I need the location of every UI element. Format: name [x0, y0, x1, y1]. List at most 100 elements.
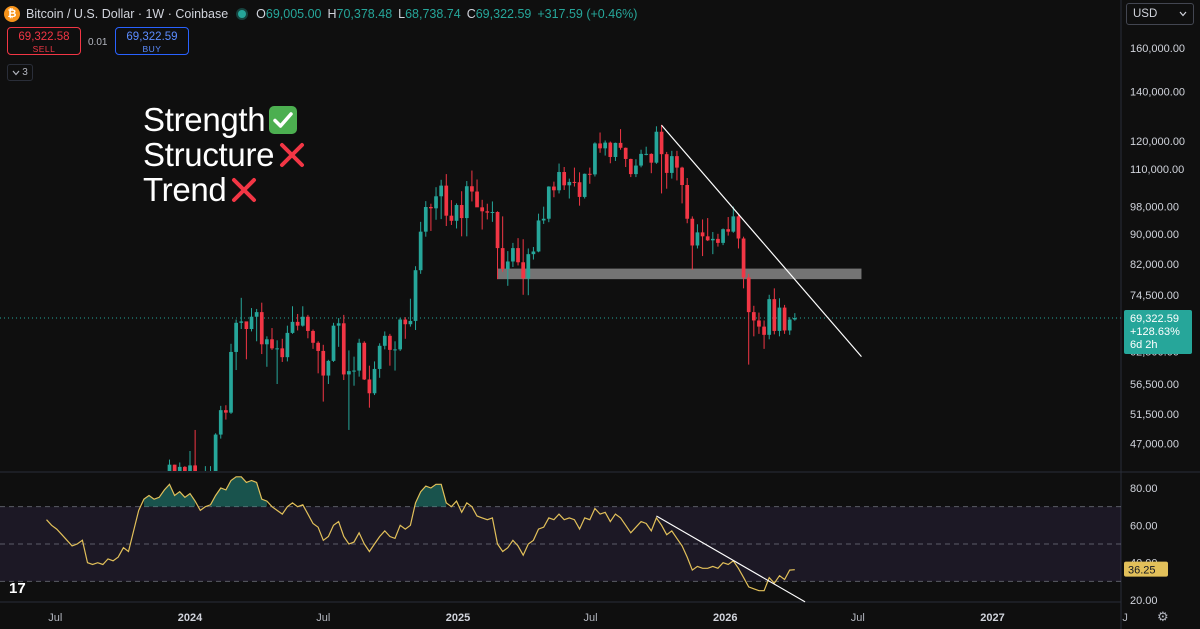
candle-body — [552, 186, 556, 191]
candle-body — [762, 326, 766, 335]
candle-body — [721, 229, 725, 243]
candle-body — [659, 131, 664, 155]
candle-body — [213, 434, 218, 471]
candle-body — [649, 153, 654, 163]
candle-body — [183, 466, 187, 471]
cross-icon — [280, 143, 305, 167]
candle-body — [259, 312, 264, 345]
close-label: C — [466, 7, 476, 21]
price-axis-tick: 160,000.00 — [1130, 43, 1185, 55]
last-price-badge — [1124, 310, 1192, 355]
candle-body — [710, 238, 715, 241]
time-axis-label: Jul — [48, 612, 62, 624]
candle-body — [275, 348, 279, 350]
close-value: 69,322.59 — [475, 7, 532, 21]
candle-body — [270, 339, 274, 349]
candle-body — [495, 211, 500, 249]
candle-body — [567, 181, 572, 186]
price-axis-tick: 74,500.00 — [1130, 290, 1179, 302]
candle-body — [423, 206, 428, 232]
indicator-count: 3 — [22, 67, 28, 78]
candle-body — [613, 142, 618, 157]
candle-body — [516, 248, 520, 263]
price-axis-tick: 56,500.00 — [1130, 379, 1179, 391]
time-axis-label: Jul — [316, 612, 330, 624]
currency-select[interactable]: USD — [1126, 3, 1194, 25]
high-label: H — [327, 7, 337, 21]
candle-body — [757, 320, 761, 327]
sell-button[interactable]: 69,322.58 SELL — [7, 27, 81, 55]
price-trendline — [661, 124, 862, 358]
candle-body — [475, 191, 479, 208]
candle-body — [546, 186, 551, 219]
price-axis-tick: 47,000.00 — [1130, 438, 1179, 450]
rsi-overbought-fill — [415, 484, 447, 507]
rsi-axis-tick: 20.00 — [1130, 595, 1158, 607]
rsi-line — [46, 476, 795, 592]
candle-body — [603, 142, 608, 149]
symbol-title[interactable]: Bitcoin / U.S. Dollar · 1W · Coinbase — [26, 7, 229, 21]
candle-body — [413, 270, 418, 321]
buy-button[interactable]: 69,322.59 BUY — [115, 27, 189, 55]
candle-body — [336, 323, 341, 326]
candle-body — [234, 322, 238, 352]
candle-body — [177, 466, 182, 471]
price-axis-tick: 120,000.00 — [1130, 136, 1185, 148]
cross-icon — [232, 178, 257, 202]
candle-body — [675, 156, 679, 168]
candle-body — [393, 349, 397, 351]
rsi-overbought-fill — [210, 476, 267, 507]
candle-body — [470, 186, 474, 192]
candle-body — [777, 307, 782, 331]
annotation-strength-text: Strength — [143, 101, 266, 138]
candle-body — [265, 339, 269, 345]
candle-body — [490, 211, 495, 213]
candle-body — [311, 330, 315, 343]
gear-icon[interactable]: ⚙ — [1157, 609, 1169, 624]
candle-body — [521, 262, 526, 279]
candle-body — [485, 211, 490, 213]
candle-body — [531, 251, 536, 255]
candle-body — [536, 220, 541, 252]
annotation-trend-text: Trend — [143, 171, 227, 208]
candle-body — [562, 172, 567, 186]
candle-body — [577, 182, 582, 197]
sell-label: SELL — [32, 44, 56, 54]
time-axis-label: Jul — [584, 612, 598, 624]
rsi-axis-tick: 60.00 — [1130, 520, 1158, 532]
candle-body — [598, 143, 602, 149]
annotation-structure: Structure — [143, 137, 307, 173]
price-axis-tick: 110,000.00 — [1130, 164, 1184, 176]
annotation-structure-text: Structure — [143, 136, 275, 173]
candle-body — [167, 464, 172, 471]
rsi-value-badge — [1124, 561, 1168, 577]
candle-body — [582, 173, 587, 197]
price-axis-tick: 51,500.00 — [1130, 409, 1179, 421]
candle-body — [716, 238, 720, 243]
candle-body — [418, 231, 423, 271]
candle-body — [480, 207, 485, 212]
last-price-countdown: 6d 2h — [1130, 339, 1158, 351]
candle-body — [526, 254, 531, 279]
candle-body — [541, 218, 546, 221]
time-axis-label: 2024 — [178, 612, 203, 624]
candle-body — [439, 185, 444, 197]
candle-body — [193, 465, 197, 471]
candle-body — [326, 360, 331, 376]
high-value: 70,378.48 — [336, 7, 393, 21]
last-price-change: +128.63% — [1130, 326, 1180, 338]
check-icon — [269, 106, 298, 134]
indicators-toggle-button[interactable]: 3 — [7, 64, 33, 81]
candle-body — [639, 153, 643, 166]
candle-body — [218, 410, 223, 435]
candle-body — [408, 320, 413, 325]
candle-body — [669, 156, 674, 173]
candle-body — [357, 342, 362, 371]
annotation-strength: Strength — [143, 102, 298, 138]
candle-body — [188, 465, 192, 471]
rsi-overbought-fill — [143, 484, 196, 507]
candle-body — [372, 368, 377, 394]
candle-body — [557, 172, 561, 191]
candle-body — [444, 185, 449, 216]
